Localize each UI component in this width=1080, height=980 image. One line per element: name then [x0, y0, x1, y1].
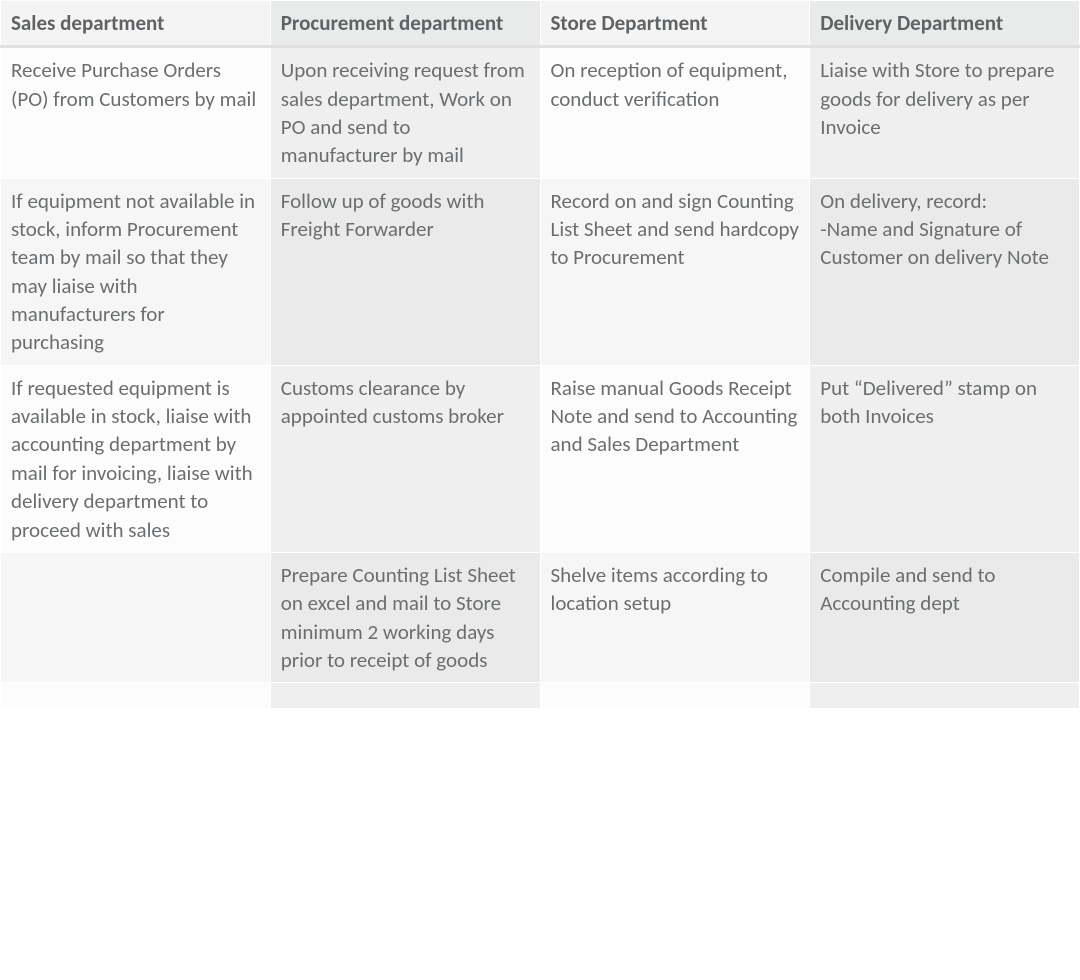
- cell: If equipment not available in stock, inf…: [1, 178, 271, 365]
- table-row: Receive Purchase Orders (PO) from Custom…: [1, 47, 1080, 178]
- cell: Receive Purchase Orders (PO) from Custom…: [1, 47, 271, 178]
- cell: If requested equipment is available in s…: [1, 365, 271, 552]
- cell: Compile and send to Accounting dept: [810, 552, 1080, 682]
- cell: Upon receiving request from sales depart…: [270, 47, 540, 178]
- cell: [1, 552, 271, 682]
- cell: Record on and sign Counting List Sheet a…: [540, 178, 810, 365]
- cell: [810, 683, 1080, 709]
- cell: Prepare Counting List Sheet on excel and…: [270, 552, 540, 682]
- department-process-table: Sales department Procurement department …: [0, 0, 1080, 709]
- cell: On delivery, record:-Name and Signature …: [810, 178, 1080, 365]
- cell: [540, 683, 810, 709]
- cell: Put “Delivered” stamp on both Invoices: [810, 365, 1080, 552]
- table-row: Prepare Counting List Sheet on excel and…: [1, 552, 1080, 682]
- cell: Shelve items according to location setup: [540, 552, 810, 682]
- cell: On reception of equipment, conduct verif…: [540, 47, 810, 178]
- table-row: [1, 683, 1080, 709]
- col-header-store: Store Department: [540, 1, 810, 47]
- col-header-delivery: Delivery Department: [810, 1, 1080, 47]
- cell: [270, 683, 540, 709]
- col-header-procurement: Procurement department: [270, 1, 540, 47]
- table-row: If equipment not available in stock, inf…: [1, 178, 1080, 365]
- table-header-row: Sales department Procurement department …: [1, 1, 1080, 47]
- cell: Liaise with Store to prepare goods for d…: [810, 47, 1080, 178]
- cell: Customs clearance by appointed customs b…: [270, 365, 540, 552]
- col-header-sales: Sales department: [1, 1, 271, 47]
- table-row: If requested equipment is available in s…: [1, 365, 1080, 552]
- cell: Raise manual Goods Receipt Note and send…: [540, 365, 810, 552]
- cell: Follow up of goods with Freight Forwarde…: [270, 178, 540, 365]
- cell: [1, 683, 271, 709]
